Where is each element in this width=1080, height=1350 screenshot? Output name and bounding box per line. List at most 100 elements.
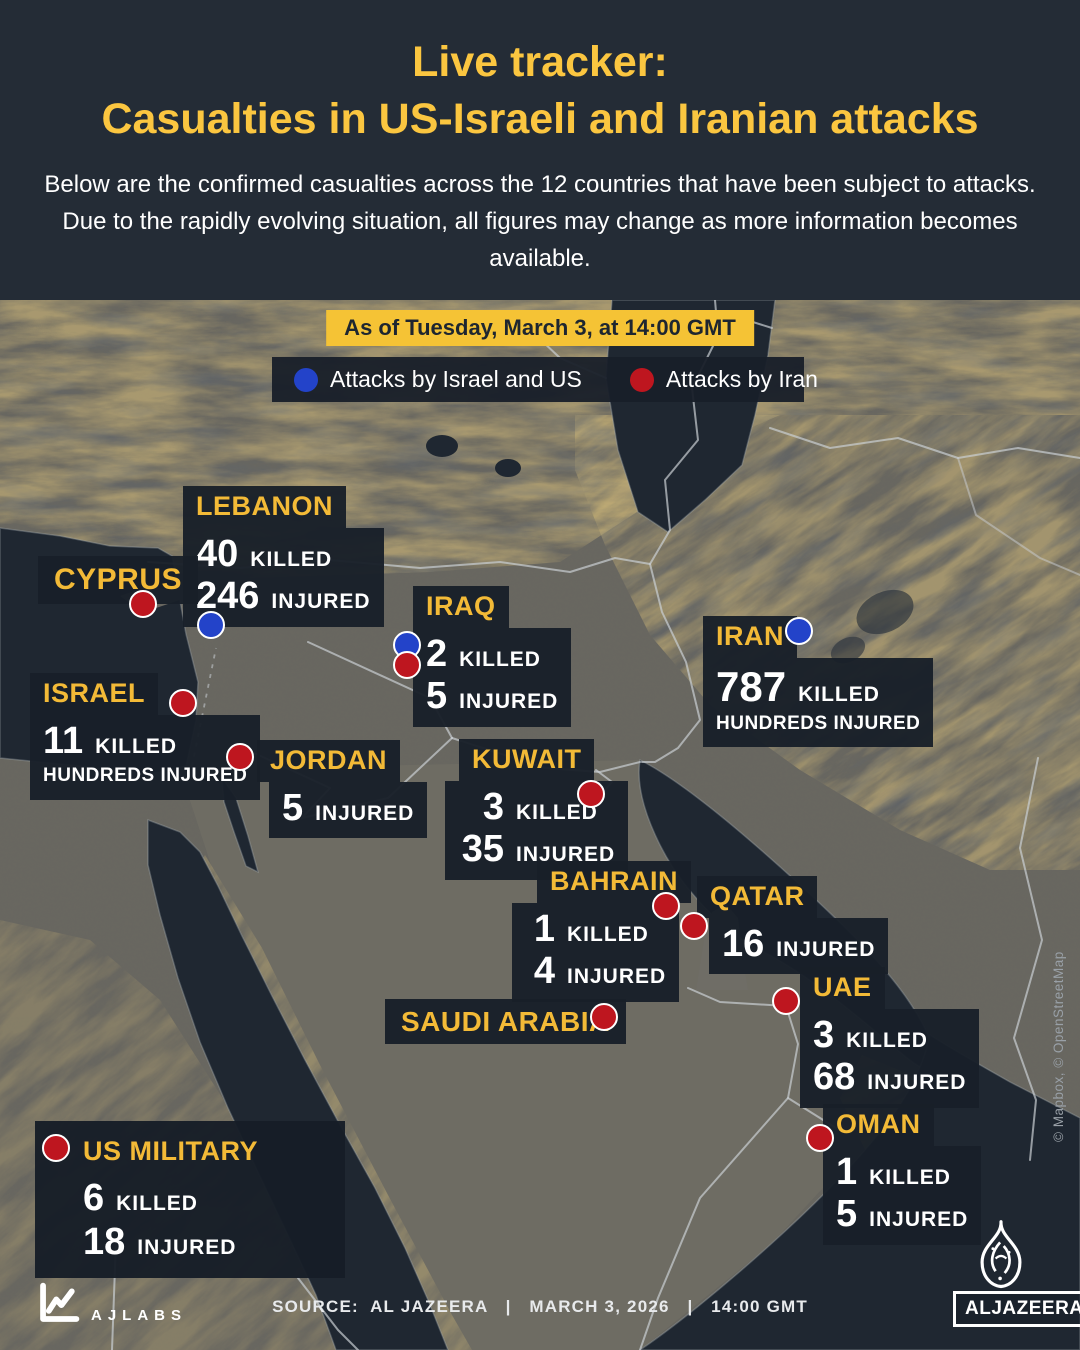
marker-iraq-iran-attack [393,651,421,679]
legend-label: Attacks by Israel and US [330,366,582,392]
ajlabs-chart-icon [40,1282,80,1322]
marker-iran-israel-us-attack [785,617,813,645]
stat-value: 1 [836,1150,858,1193]
country-label: UAE [800,967,885,1009]
stat-label: KILLED [567,922,649,946]
stat-label: INJURED [315,801,415,825]
country-stats: 3 KILLED 68 INJURED [800,1008,980,1108]
stat-value: 16 [722,922,765,965]
legend: Attacks by Israel and US Attacks by Iran [272,357,818,402]
title-line-1: Live tracker: [412,38,668,86]
callout-iraq: IRAQ 2 KILLED 5 INJURED [413,586,572,727]
callout-israel: ISRAEL 11 KILLED HUNDREDS INJURED [30,673,261,800]
stat-value: 2 [426,632,448,675]
timestamp-badge: As of Tuesday, March 3, at 14:00 GMT [326,310,754,346]
stat-label: KILLED [516,800,598,824]
country-stats: 5 INJURED [269,781,428,839]
country-label: IRAN [703,616,797,658]
stat-label: INJURED [776,937,876,961]
stat-value: 1 [533,907,555,950]
country-label: QATAR [697,876,818,918]
marker-oman-iran-attack [806,1124,834,1152]
subtitle: Below are the confirmed casualties acros… [44,171,1036,273]
stat-value: 11 [43,719,84,762]
stat-label: INJURED [459,690,559,714]
country-label: IRAQ [413,586,509,628]
callout-lebanon: LEBANON 40 KILLED 246 INJURED [183,486,384,627]
country-stats: 787 KILLED HUNDREDS INJURED [703,657,934,748]
stat-value: 3 [482,785,504,828]
marker-uae-iran-attack [772,987,800,1015]
callout-iran: IRAN 787 KILLED HUNDREDS INJURED [703,616,934,748]
country-stats: 11 KILLED HUNDREDS INJURED [30,714,261,800]
stat-note: HUNDREDS INJURED [43,765,248,787]
ajlabs-label: AJLABS [91,1307,188,1324]
stat-value: 68 [813,1056,856,1099]
aljazeera-logo: ALJAZEERA [953,1291,1080,1327]
stat-label: KILLED [95,734,177,758]
stat-label: INJURED [869,1208,969,1232]
page-title: Live tracker: Casualties in US-Israeli a… [0,34,1080,148]
stat-value: 5 [426,675,448,718]
callout-oman: OMAN 1 KILLED 5 INJURED [823,1104,982,1245]
callout-jordan: JORDAN 5 INJURED [257,740,428,839]
stat-label: KILLED [846,1028,928,1052]
stat-label: KILLED [869,1165,951,1189]
marker-qatar-iran-attack [680,912,708,940]
stat-value: 3 [813,1013,835,1056]
legend-label: Attacks by Iran [665,366,818,392]
stat-label: KILLED [798,682,880,706]
callout-us-military: US MILITARY 6 KILLED 18 INJURED [35,1121,345,1278]
aljazeera-flame-icon [980,1220,1022,1289]
callout-bahrain: BAHRAIN 1 KILLED 4 INJURED [512,861,691,1002]
marker-jordan-iran-attack [226,743,254,771]
stat-value: 6 [83,1176,105,1219]
stat-value: 787 [716,662,787,710]
stat-value: 5 [282,786,304,829]
country-label: SAUDI ARABIA [385,999,626,1044]
callout-kuwait: KUWAIT 3 KILLED 35 INJURED [445,739,629,880]
marker-lebanon-israel-us-attack [197,611,225,639]
country-stats: 16 INJURED [709,917,889,975]
callout-qatar: QATAR 16 INJURED [697,876,889,975]
ajlabs-logo: AJLABS [35,1281,187,1327]
stat-note: HUNDREDS INJURED [716,712,921,734]
stat-label: INJURED [137,1236,237,1260]
blue-dot-icon [294,367,318,392]
stat-value: 40 [196,532,239,575]
stat-label: KILLED [459,647,541,671]
country-stats: 2 KILLED 5 INJURED [413,627,572,727]
marker-bahrain-iran-attack [652,892,680,920]
red-dot-icon [629,367,654,392]
marker-cyprus-iran-attack [129,590,157,618]
country-label: JORDAN [257,740,401,782]
callout-cyprus: CYPRUS [38,556,199,604]
country-label: OMAN [823,1104,934,1146]
stat-value: 35 [461,828,504,871]
country-stats: 40 KILLED 246 INJURED [183,527,384,627]
marker-us-military-iran-attack [42,1134,70,1162]
stat-label: INJURED [867,1071,967,1095]
country-stats: 1 KILLED 4 INJURED [512,902,680,1002]
stat-value: 5 [836,1193,858,1236]
legend-item-iran: Attacks by Iran [629,366,818,393]
title-line-2: Casualties in US-Israeli and Iranian att… [101,94,979,143]
country-stats: 1 KILLED 5 INJURED [823,1145,982,1245]
stat-value: 4 [533,950,555,993]
country-label: LEBANON [183,486,346,528]
marker-israel-iran-attack [169,689,197,717]
legend-item-israel-us: Attacks by Israel and US [294,366,582,393]
stat-value: 246 [196,575,260,618]
map-attribution: © Mapbox, © OpenStreetMap [1051,951,1066,1142]
marker-kuwait-iran-attack [577,780,605,808]
country-label: KUWAIT [459,739,595,781]
stat-label: INJURED [271,590,371,614]
source-line: SOURCE: AL JAZEERA | MARCH 3, 2026 | 14:… [272,1297,808,1316]
stat-value: 18 [83,1221,126,1264]
country-label: ISRAEL [30,673,159,715]
country-label: US MILITARY [83,1136,258,1166]
callout-saudi-arabia: SAUDI ARABIA [385,999,626,1044]
stat-label: KILLED [250,547,333,571]
marker-saudi-arabia-iran-attack [590,1003,618,1031]
